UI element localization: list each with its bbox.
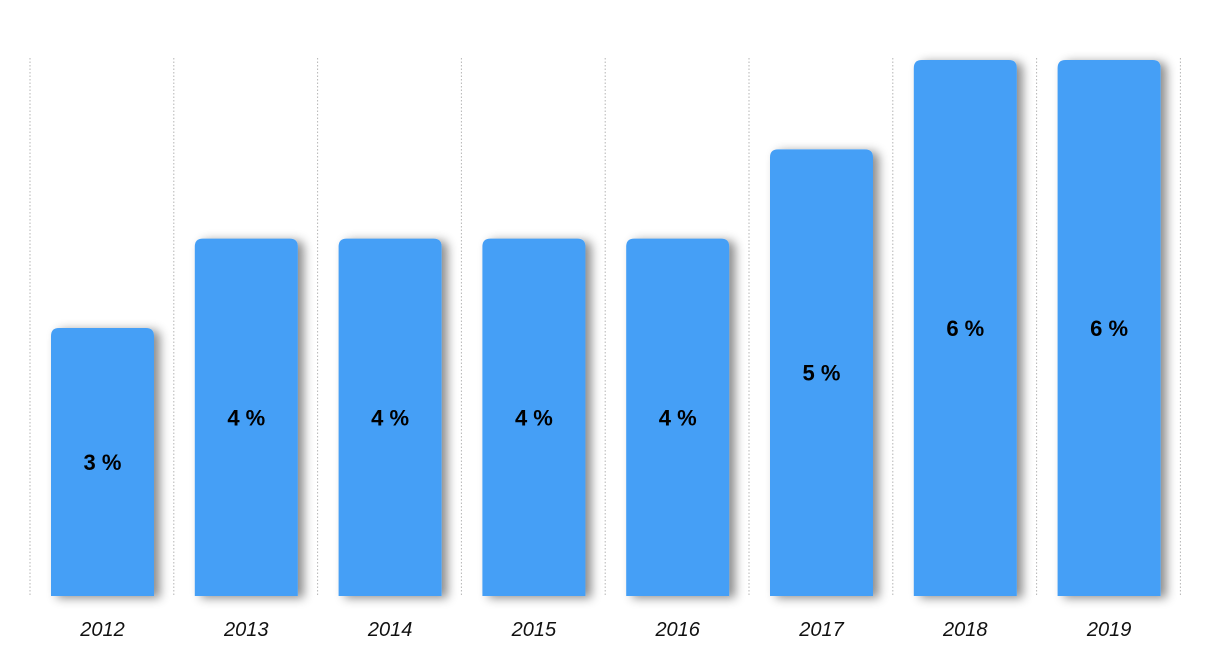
data-label-2019: 6 %: [1090, 316, 1128, 341]
x-tick-label-2014: 2014: [367, 619, 413, 641]
bar-2015: [482, 238, 586, 596]
bar-2018: [913, 60, 1017, 596]
bar-2017: [770, 149, 873, 597]
bar-2016: [626, 238, 730, 596]
bar-2013: [194, 238, 298, 596]
bar-2012: [51, 328, 154, 596]
bars: [51, 60, 1161, 597]
data-label-2015: 4 %: [515, 405, 553, 430]
x-tick-label-2015: 2015: [511, 619, 557, 641]
data-label-2012: 3 %: [84, 450, 122, 475]
data-label-2013: 4 %: [227, 405, 265, 430]
data-label-2017: 5 %: [803, 361, 841, 386]
x-tick-label-2012: 2012: [79, 619, 125, 641]
x-tick-label-2017: 2017: [798, 619, 844, 641]
data-label-2014: 4 %: [371, 405, 409, 430]
x-tick-label-2013: 2013: [223, 619, 269, 641]
bar-2014: [338, 238, 442, 596]
bar-2019: [1057, 60, 1161, 596]
x-tick-label-2018: 2018: [942, 619, 988, 641]
data-label-2016: 4 %: [659, 405, 697, 430]
grid-lines: [29, 58, 1181, 596]
data-label-2018: 6 %: [946, 316, 984, 341]
x-tick-label-2016: 2016: [654, 619, 700, 641]
x-tick-label-2019: 2019: [1086, 619, 1132, 641]
data-labels: 3 % 4 % 4 % 4 % 4 % 5 % 6 % 6 %: [84, 316, 1129, 475]
x-axis-tick-labels: 2012 2013 2014 2015 2016 2017 2018 2019: [79, 619, 1131, 641]
